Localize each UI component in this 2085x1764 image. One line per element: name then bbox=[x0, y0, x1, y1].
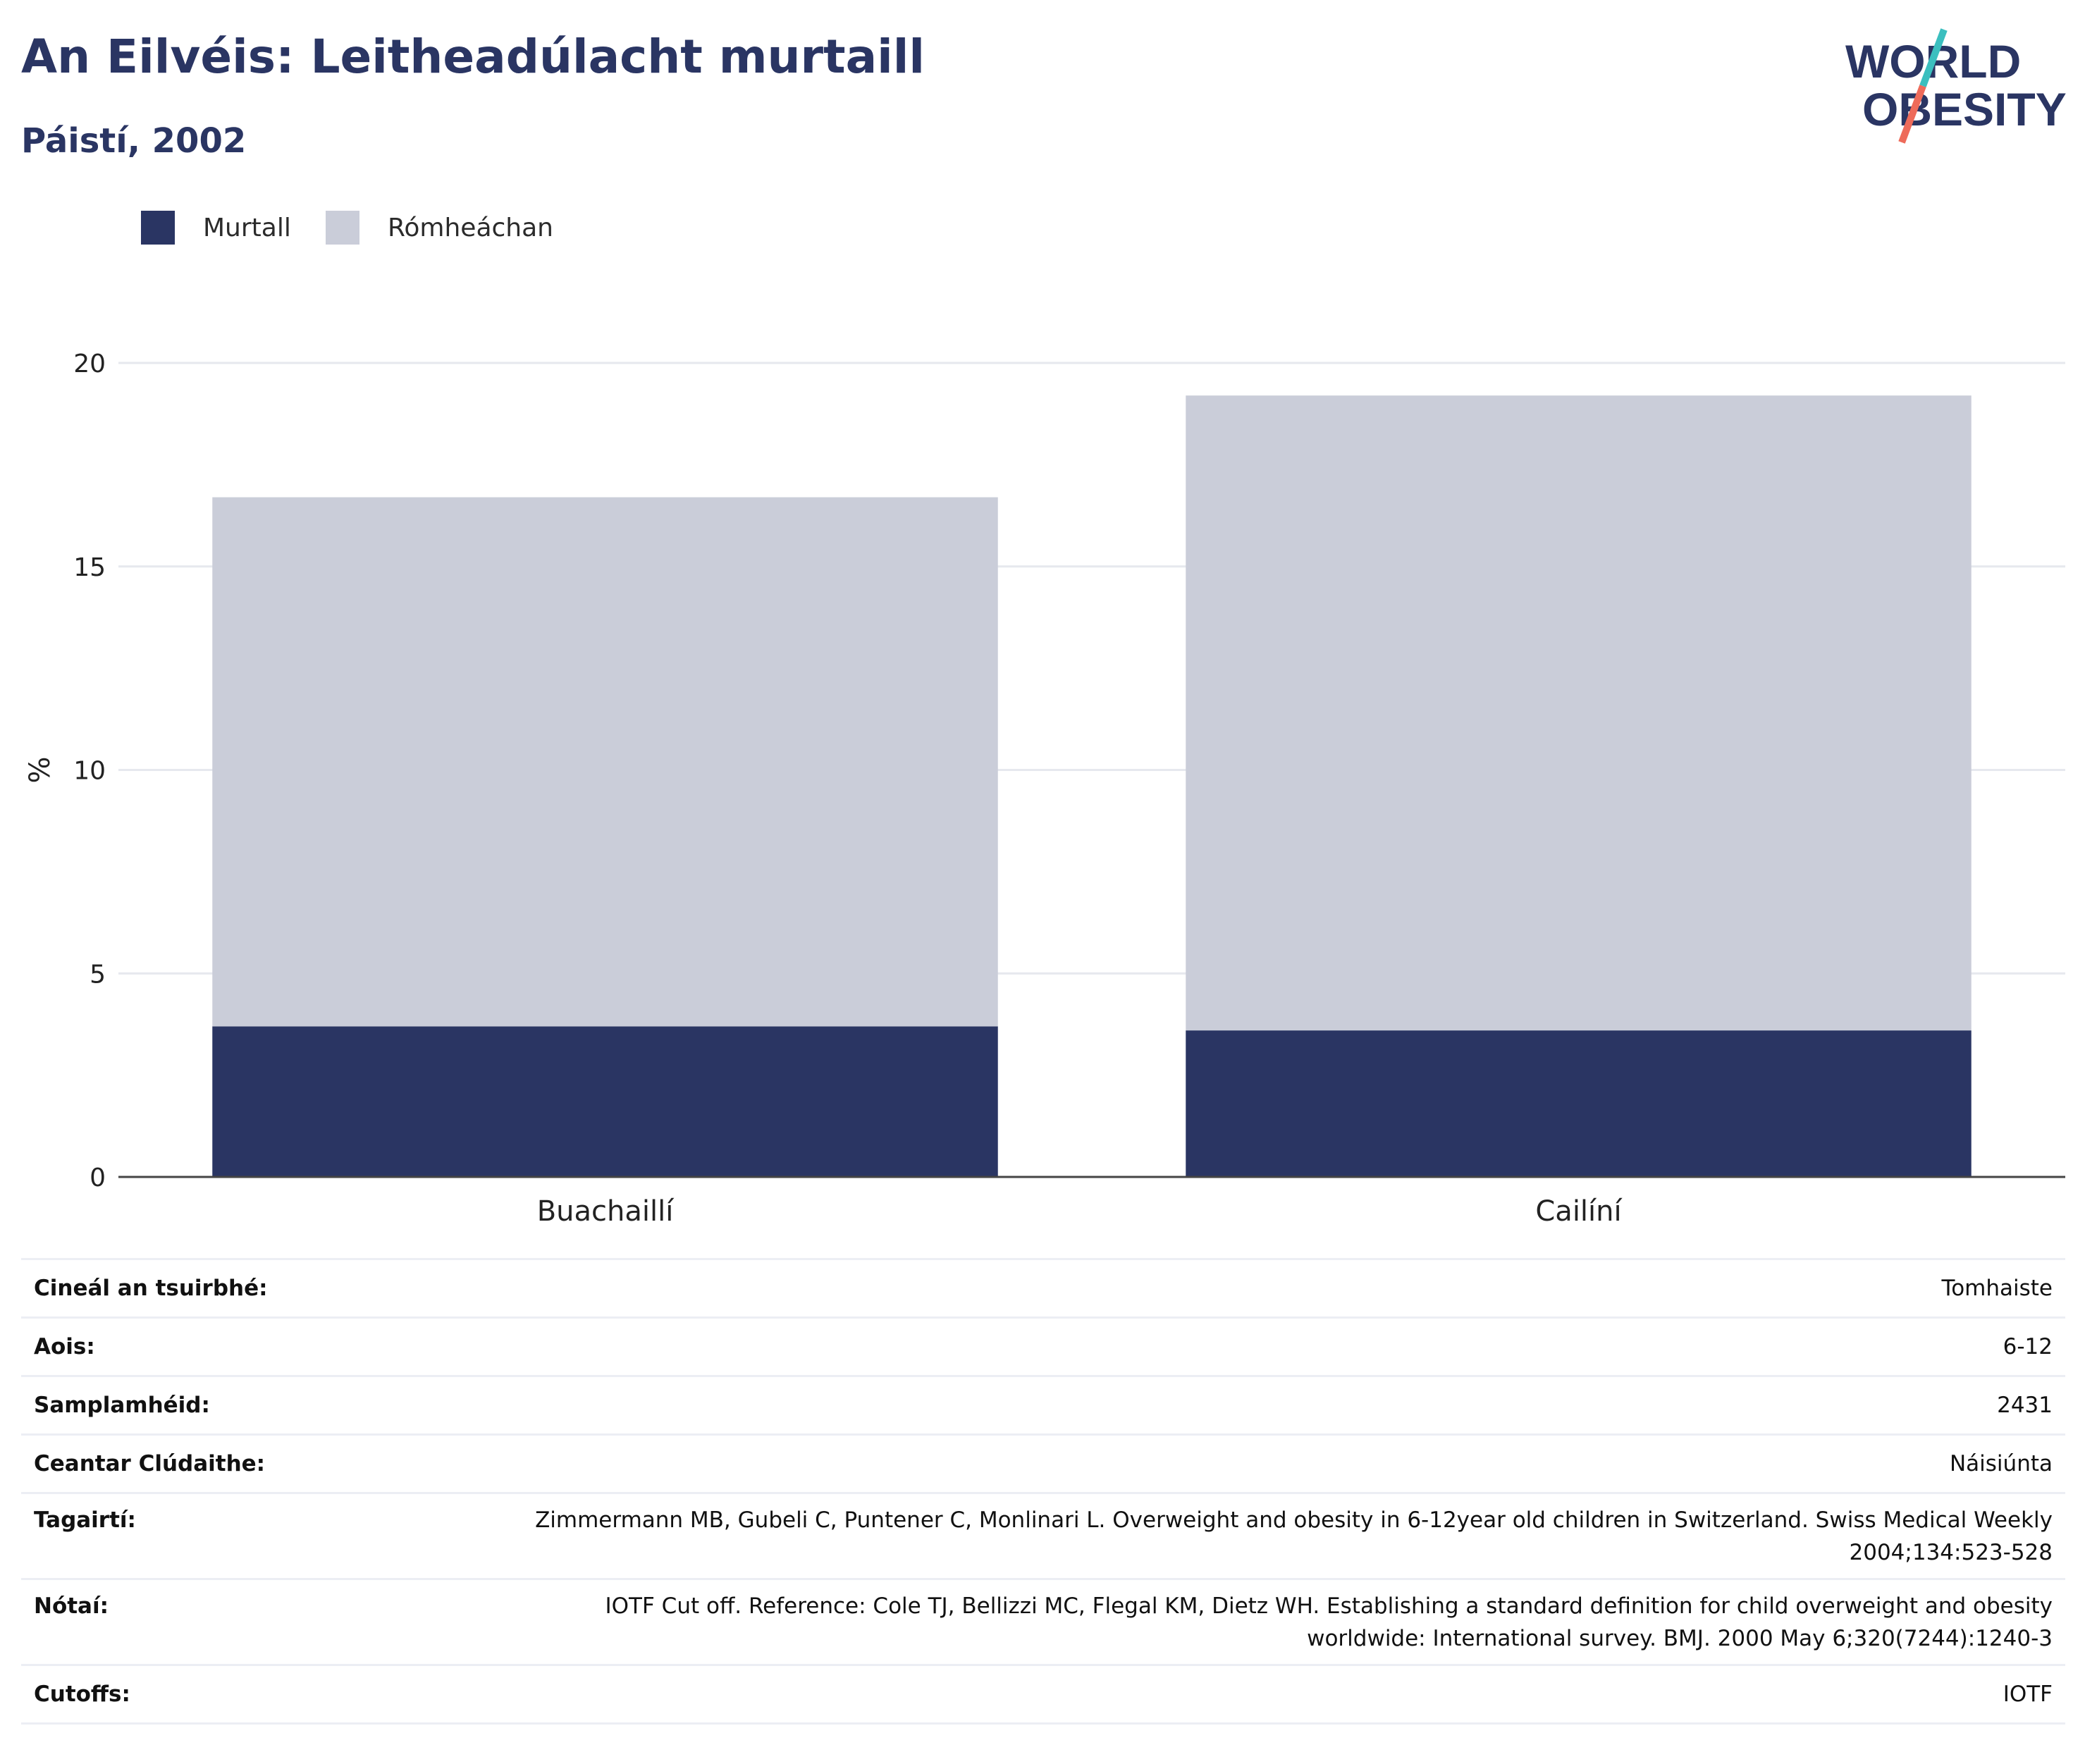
info-key: Cineál an tsuirbhé: bbox=[34, 1276, 268, 1301]
stacked-bar-chart: 0 5 10 15 20% Buachaillí Cailíní bbox=[24, 350, 2065, 1226]
y-tick-label: 5 bbox=[90, 960, 106, 989]
info-value: Zimmermann MB, Gubeli C, Puntener C, Mon… bbox=[535, 1507, 2053, 1565]
x-tick-label: Buachaillí bbox=[537, 1195, 675, 1226]
bar-murtall-0 bbox=[212, 1026, 998, 1177]
info-value: IOTF Cut off. Reference: Cole TJ, Belliz… bbox=[605, 1593, 2053, 1651]
info-value: IOTF bbox=[2003, 1682, 2053, 1707]
y-tick-label: 20 bbox=[73, 350, 106, 378]
info-key: Aois: bbox=[34, 1334, 95, 1359]
info-row: Tagairtí: Zimmermann MB, Gubeli C, Punten… bbox=[21, 1493, 2065, 1579]
y-tick-label: 10 bbox=[73, 757, 106, 786]
world-obesity-logo: WORLD OBESITY bbox=[1845, 28, 2067, 144]
legend-swatch-murtall bbox=[141, 211, 175, 245]
info-row: Aois: 6-12 bbox=[21, 1317, 2065, 1376]
legend-label-romheachan: Rómheáchan bbox=[388, 213, 554, 242]
logo-text-obesity: OBESITY bbox=[1862, 83, 2067, 135]
bar-romheachan-1 bbox=[1186, 395, 1972, 1031]
info-value: 2431 bbox=[1997, 1393, 2053, 1418]
info-key: Ceantar Clúdaithe: bbox=[34, 1451, 266, 1476]
info-key: Samplamhéid: bbox=[34, 1393, 210, 1418]
legend-item-romheachan[interactable]: Rómheáchan bbox=[326, 210, 553, 245]
info-value: 6-12 bbox=[2003, 1334, 2053, 1359]
info-row: Cineál an tsuirbhé: Tomhaiste bbox=[21, 1259, 2065, 1318]
page-subtitle: Páistí, 2002 bbox=[21, 121, 247, 161]
info-row: Samplamhéid: 2431 bbox=[21, 1376, 2065, 1435]
info-key: Cutoffs: bbox=[34, 1682, 130, 1707]
y-axis-label: % bbox=[24, 756, 56, 783]
y-tick-label: 0 bbox=[90, 1164, 106, 1192]
info-key: Nótaí: bbox=[34, 1593, 109, 1619]
y-tick-label: 15 bbox=[73, 553, 106, 582]
x-tick-label: Cailíní bbox=[1535, 1195, 1623, 1226]
legend-item-murtall[interactable]: Murtall bbox=[141, 210, 291, 245]
info-row: Cutoffs: IOTF bbox=[21, 1665, 2065, 1724]
info-key: Tagairtí: bbox=[34, 1507, 136, 1533]
page-title: An Eilvéis: Leitheadúlacht murtaill bbox=[21, 30, 925, 84]
logo-slash-bottom bbox=[1898, 85, 1926, 144]
logo-slash-top bbox=[1919, 28, 1948, 87]
info-value: Náisiúnta bbox=[1949, 1451, 2053, 1476]
info-row: Ceantar Clúdaithe: Náisiúnta bbox=[21, 1434, 2065, 1493]
bar-murtall-1 bbox=[1186, 1030, 1972, 1177]
legend-label-murtall: Murtall bbox=[203, 213, 291, 242]
bar-romheachan-0 bbox=[212, 497, 998, 1027]
info-value: Tomhaiste bbox=[1941, 1276, 2053, 1301]
info-row: Nótaí: IOTF Cut off. Reference: Cole TJ, … bbox=[21, 1579, 2065, 1665]
legend-swatch-romheachan bbox=[326, 211, 359, 245]
survey-info-table: Cineál an tsuirbhé: Tomhaiste Aois: 6-12 Sam… bbox=[21, 1258, 2065, 1725]
